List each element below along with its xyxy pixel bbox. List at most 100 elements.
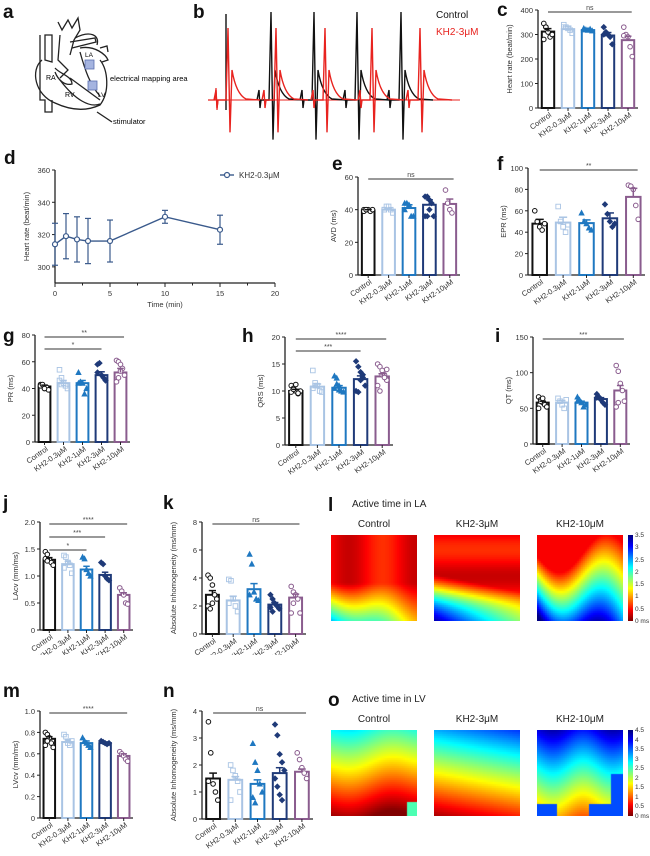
data-point	[249, 793, 257, 800]
data-point	[615, 368, 622, 375]
panel-i-letter: i	[495, 326, 501, 347]
y-axis-label: Absolute Inhomogeneity (ms/mm)	[169, 521, 178, 634]
points-group	[561, 21, 575, 37]
data-point	[209, 582, 216, 588]
data-point	[430, 212, 437, 220]
y-tick-label: 0	[31, 626, 35, 635]
heatmap	[331, 535, 417, 621]
significance-label: ns	[252, 517, 260, 524]
data-point	[258, 788, 266, 795]
points-group	[79, 553, 94, 579]
control-beat	[256, 11, 304, 140]
ecg-traces	[208, 11, 460, 140]
data-point	[251, 758, 259, 765]
significance-label: ns	[256, 706, 264, 713]
data-point	[335, 386, 343, 393]
data-point	[601, 401, 609, 408]
data-point	[69, 570, 75, 577]
bar	[56, 382, 71, 443]
y-tick-label: 100	[510, 164, 523, 173]
data-point	[205, 719, 212, 725]
y-tick-label: 320	[37, 231, 50, 240]
data-point	[73, 236, 81, 243]
data-point	[207, 575, 214, 581]
label-rv: RV	[65, 92, 75, 99]
data-point	[81, 555, 88, 562]
y-tick-label: 100	[515, 369, 528, 378]
data-point	[214, 797, 221, 803]
colorbar-tick-label: 3.5	[635, 532, 645, 539]
data-point	[601, 201, 609, 208]
data-point	[205, 778, 212, 784]
data-point	[377, 388, 383, 394]
data-point	[75, 369, 82, 376]
data-point	[124, 758, 131, 765]
data-point	[278, 759, 286, 766]
points-group	[246, 550, 262, 603]
y-tick-label: 4	[193, 707, 197, 716]
data-point	[442, 187, 449, 193]
y-tick-label: 2.0	[25, 518, 35, 527]
x-tick-label: 5	[108, 289, 112, 298]
data-point	[555, 203, 561, 210]
bar	[309, 385, 326, 446]
y-tick-label: 0	[193, 815, 197, 824]
data-point	[561, 24, 567, 30]
data-point	[606, 218, 614, 225]
legend-label: KH2-0.3μM	[239, 171, 280, 180]
significance-label: **	[82, 330, 88, 337]
bar	[227, 778, 244, 820]
y-tick-label: 1	[193, 788, 197, 797]
x-tick-label: 15	[216, 289, 224, 298]
data-point	[310, 367, 316, 374]
points-group	[42, 548, 57, 568]
y-tick-label: 60	[515, 207, 523, 216]
bar	[37, 385, 52, 443]
data-point	[294, 596, 301, 602]
points-group	[294, 750, 310, 782]
panel-l-letter: l	[328, 495, 334, 516]
colorbar-tick-label: 2	[635, 568, 639, 576]
bar	[116, 754, 131, 820]
control-beat	[342, 11, 390, 140]
colorbar-tick-label: 1	[635, 593, 639, 601]
y-tick-label: 0.4	[25, 771, 35, 780]
data-point	[608, 41, 616, 48]
colorbar-tick-label: 0 ms	[635, 813, 650, 820]
points-group	[540, 20, 556, 43]
data-point	[69, 738, 75, 744]
data-point	[50, 562, 57, 568]
kh2-beat	[310, 27, 358, 133]
points-group	[288, 381, 304, 397]
significance-label: ****	[83, 706, 94, 713]
data-point	[531, 208, 538, 214]
data-point	[288, 583, 295, 590]
y-tick-label: 80	[515, 185, 523, 194]
data-point	[232, 603, 239, 609]
bar	[75, 382, 90, 443]
kh2-beat	[405, 27, 453, 133]
data-point	[275, 605, 283, 613]
y-tick-label: 1.5	[25, 545, 35, 554]
label-lv: LV	[98, 92, 106, 99]
y-tick-label: 8	[193, 518, 197, 527]
data-point	[274, 732, 281, 739]
heatmap-label: KH2-3μM	[455, 519, 499, 530]
y-tick-label: 5	[276, 414, 280, 423]
y-axis-label: Heart rate (beat/min)	[505, 24, 514, 94]
data-point	[600, 23, 608, 31]
data-point	[290, 600, 297, 606]
heatmap-label: KH2-3μM	[455, 714, 499, 725]
panel-e-letter: e	[332, 154, 343, 175]
y-tick-label: 0.6	[25, 750, 35, 759]
panel-m-letter: m	[3, 681, 20, 702]
data-point	[269, 608, 276, 615]
data-point	[41, 385, 48, 392]
bar	[288, 390, 304, 446]
panel-g-letter: g	[3, 326, 15, 347]
data-point	[237, 789, 243, 795]
colorbar	[628, 730, 633, 816]
data-point	[44, 738, 51, 744]
panel-j-letter: j	[3, 493, 9, 514]
